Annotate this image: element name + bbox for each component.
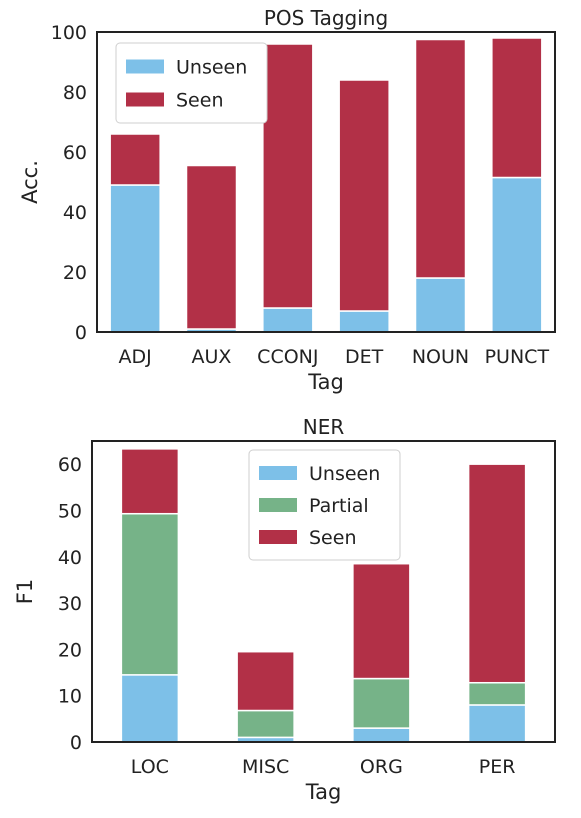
chart2-ytick-label: 60 — [58, 454, 82, 476]
chart1-xtick-label: DET — [345, 346, 384, 368]
chart1-ytick-label: 100 — [51, 22, 87, 44]
chart2-xtick-label: ORG — [360, 756, 403, 778]
chart1-bar-unseen-cconj — [262, 307, 314, 333]
chart1-ytick-label: 20 — [63, 262, 87, 284]
chart1-legend-swatch-unseen — [126, 59, 164, 74]
chart2-bar-seen-misc — [236, 650, 295, 712]
chart2-ytick-label: 10 — [58, 686, 82, 708]
chart1-title: POS Tagging — [264, 6, 388, 30]
chart1-legend-swatch-seen — [126, 92, 164, 107]
chart2-ytick-label: 30 — [58, 593, 82, 615]
chart2-bar-unseen-org — [352, 727, 411, 743]
chart1-bar-seen-aux — [185, 164, 238, 330]
chart2-axes-frame — [91, 440, 556, 743]
chart1-xtick-label: PUNCT — [485, 346, 550, 368]
chart1-legend-label-seen: Seen — [176, 90, 223, 112]
chart2-legend-label-seen: Seen — [309, 527, 356, 549]
chart1-ytick-label: 40 — [63, 202, 87, 224]
chart2-title: NER — [303, 415, 345, 439]
chart2-ytick-label: 0 — [70, 732, 82, 754]
chart2-bar-unseen-per — [467, 704, 527, 743]
chart2-bar-seen-loc — [120, 448, 180, 515]
chart2-legend-swatch-partial — [259, 498, 297, 512]
chart1-ytick-label: 60 — [63, 142, 87, 164]
chart1-xtick-label: ADJ — [119, 346, 152, 368]
chart2-bar-partial-loc — [120, 512, 180, 676]
chart2-ytick-label: 40 — [58, 547, 82, 569]
chart1-ylabel: Acc. — [18, 160, 42, 204]
chart2-ylabel: F1 — [13, 579, 37, 604]
chart1-bar-seen-det — [338, 79, 390, 312]
chart2-xtick-label: MISC — [242, 756, 289, 778]
chart1-bar-seen-adj — [109, 133, 161, 186]
chart1-bar-seen-cconj — [262, 43, 314, 309]
chart1-xlabel: Tag — [307, 370, 344, 394]
chart1-bar-seen-noun — [414, 38, 467, 279]
chart1-bar-unseen-noun — [414, 277, 467, 333]
chart2-xlabel: Tag — [305, 780, 342, 804]
chart2-ytick-label: 50 — [58, 500, 82, 522]
chart1-xtick-label: CCONJ — [257, 346, 318, 368]
chart1-bar-unseen-adj — [109, 184, 161, 333]
chart2-legend-label-unseen: Unseen — [309, 463, 380, 485]
chart1-axes-frame — [96, 31, 556, 333]
chart1-ytick-label: 80 — [63, 82, 87, 104]
chart2-ytick-label: 20 — [58, 639, 82, 661]
chart1-xtick-label: AUX — [192, 346, 232, 368]
chart2-legend-swatch-unseen — [259, 466, 297, 480]
chart1-bar-unseen-det — [338, 310, 390, 333]
chart2-xtick-label: LOC — [131, 756, 169, 778]
chart2-bar-seen-per — [467, 463, 527, 684]
chart2-legend-label-partial: Partial — [309, 495, 369, 517]
chart2-bar-seen-org — [352, 562, 411, 680]
chart2-bar-partial-per — [467, 681, 527, 706]
chart1-bar-unseen-punct — [491, 176, 543, 333]
chart1-ytick-label: 0 — [75, 322, 87, 344]
chart2-bar-partial-org — [352, 677, 411, 729]
chart2-bar-unseen-loc — [120, 674, 180, 743]
chart2-bar-partial-misc — [236, 709, 295, 739]
chart1-bar-seen-punct — [491, 37, 543, 179]
chart1-legend-label-unseen: Unseen — [176, 57, 247, 79]
chart2-legend-swatch-seen — [259, 530, 297, 544]
chart1-xtick-label: NOUN — [412, 346, 469, 368]
chart2-xtick-label: PER — [479, 756, 516, 778]
